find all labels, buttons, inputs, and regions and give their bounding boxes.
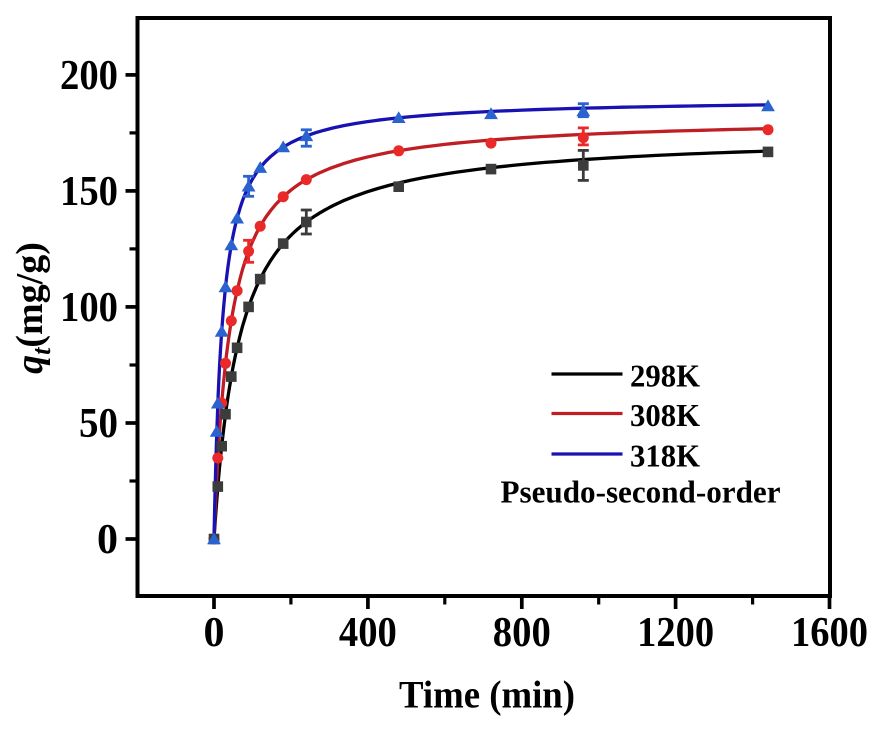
svg-text:1600: 1600 (791, 610, 868, 656)
svg-text:318K: 318K (630, 438, 700, 474)
svg-text:100: 100 (60, 285, 118, 331)
svg-text:50: 50 (79, 401, 118, 447)
svg-text:200: 200 (60, 53, 118, 99)
svg-text:800: 800 (493, 610, 551, 656)
svg-text:0: 0 (204, 610, 225, 656)
svg-text:1200: 1200 (637, 610, 714, 656)
svg-text:0: 0 (97, 517, 118, 563)
svg-text:Time (min): Time (min) (399, 674, 575, 717)
svg-text:qt(mg/g): qt(mg/g) (9, 242, 56, 374)
svg-text:308K: 308K (630, 397, 700, 433)
svg-text:Pseudo-second-order: Pseudo-second-order (501, 474, 781, 510)
svg-text:150: 150 (60, 169, 118, 215)
svg-text:400: 400 (339, 610, 397, 656)
svg-text:298K: 298K (630, 358, 700, 394)
